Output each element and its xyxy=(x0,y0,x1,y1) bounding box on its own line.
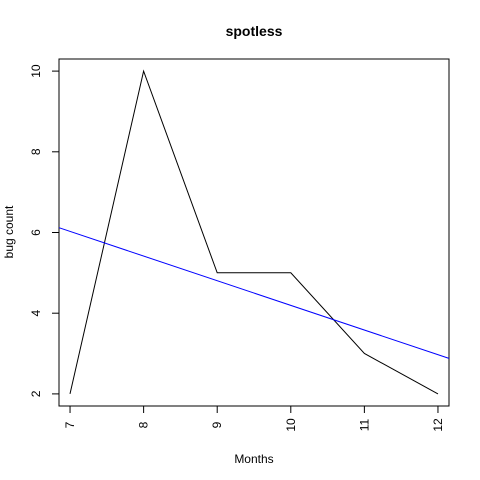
x-axis-label: Months xyxy=(234,452,273,466)
series-line xyxy=(69,69,439,395)
trend-line xyxy=(58,227,450,359)
y-tick-label: 2 xyxy=(29,390,43,397)
y-tick-label: 8 xyxy=(29,148,43,155)
x-tick-label: 7 xyxy=(63,421,77,428)
x-axis: 7 8 9 10 11 12 xyxy=(63,406,445,432)
x-tick-label: 11 xyxy=(357,418,371,431)
y-axis-label: bug count xyxy=(2,205,16,258)
x-tick-label: 9 xyxy=(210,421,224,428)
y-axis: 2 4 6 8 10 xyxy=(29,64,59,397)
x-tick-label: 12 xyxy=(431,418,445,432)
plot-frame xyxy=(58,58,450,407)
plot-area xyxy=(58,69,450,395)
chart-title: spotless xyxy=(226,23,283,39)
x-tick-label: 10 xyxy=(284,418,298,432)
y-tick-label: 10 xyxy=(29,64,43,78)
x-tick-label: 8 xyxy=(137,421,151,428)
y-tick-label: 4 xyxy=(29,310,43,317)
y-tick-label: 6 xyxy=(29,229,43,236)
